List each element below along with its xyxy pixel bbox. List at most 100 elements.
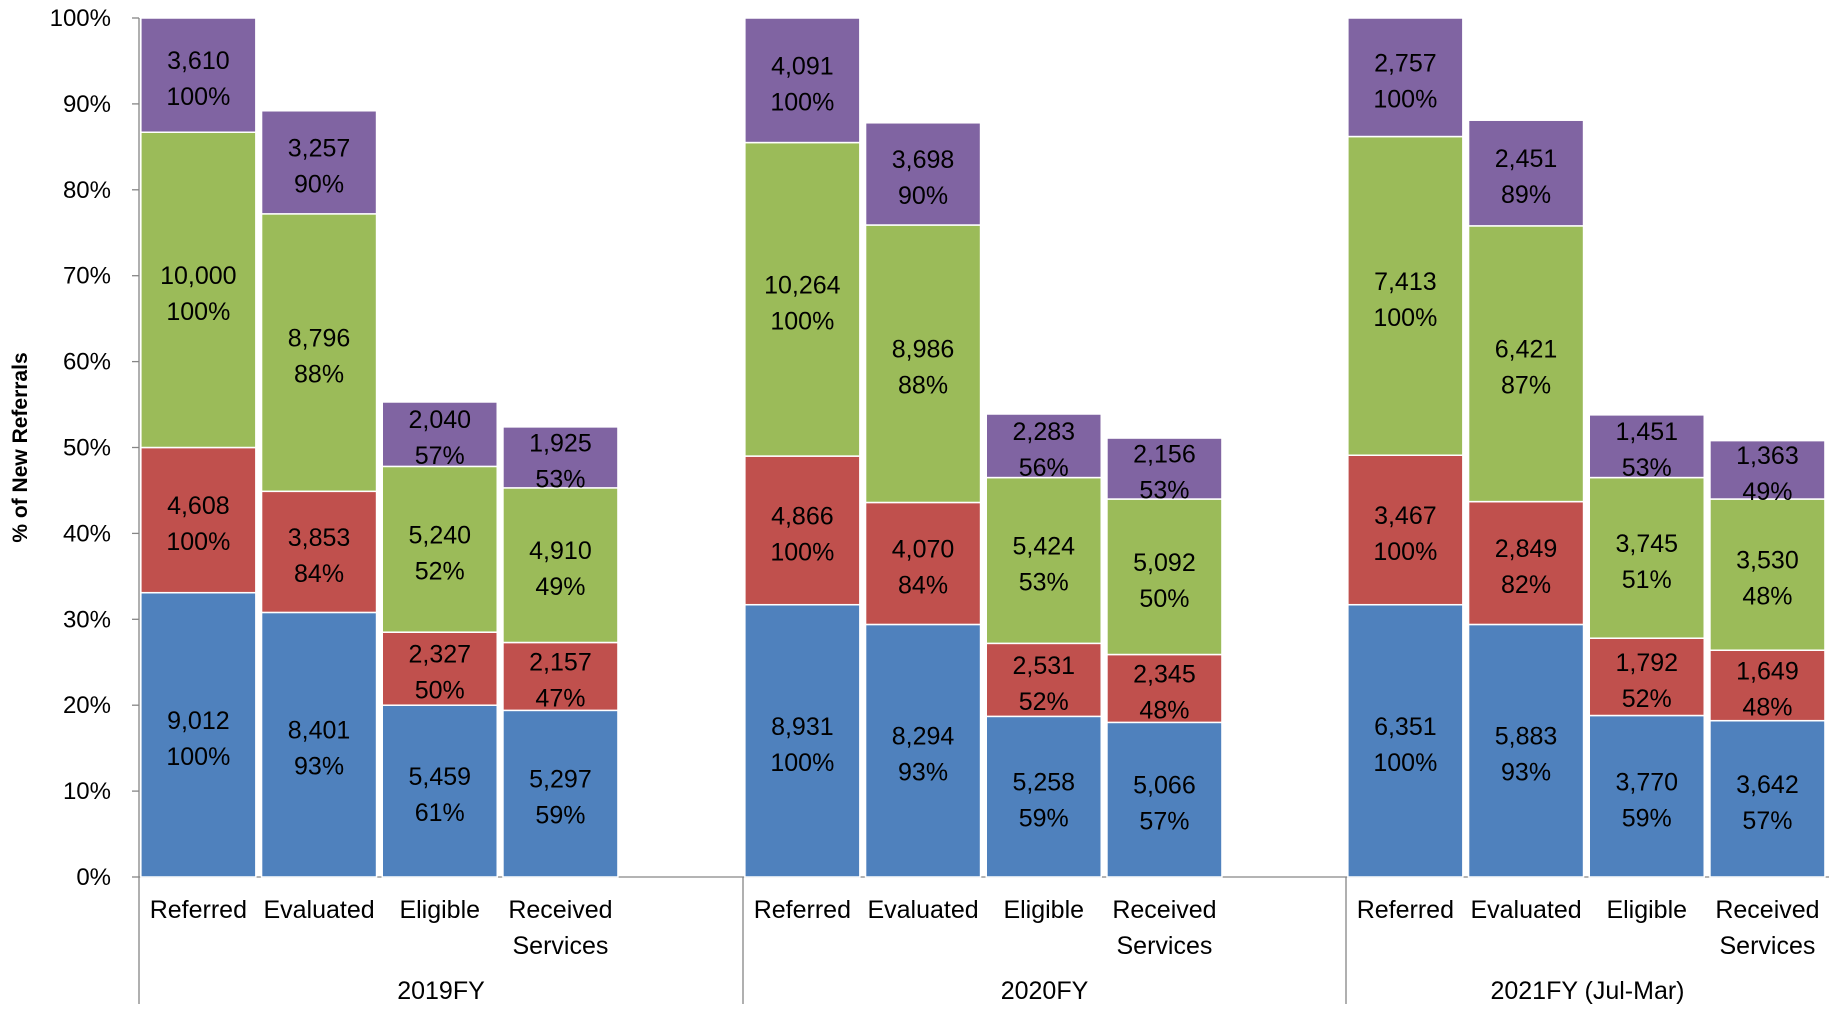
category-label: Evaluated	[1470, 896, 1581, 924]
bar-rate-label: 59%	[1019, 805, 1069, 833]
bar-count-label: 4,070	[892, 535, 955, 563]
bar-rate-label: 100%	[770, 88, 834, 116]
bar-count-label: 5,240	[408, 521, 471, 549]
bar-rate-label: 87%	[1501, 372, 1551, 400]
bar-count-label: 5,258	[1012, 769, 1075, 797]
bar-count-label: 2,327	[408, 641, 471, 669]
bar-count-label: 8,986	[892, 336, 955, 364]
bar-segment	[381, 704, 498, 878]
bar-rate-label: 53%	[1622, 454, 1672, 482]
bar-segment	[744, 455, 861, 606]
bar-rate-label: 52%	[1019, 688, 1069, 716]
bar-segment	[1347, 17, 1464, 138]
bar-segment	[1347, 135, 1464, 456]
bar-segment	[502, 426, 619, 489]
bar-segment	[1588, 714, 1705, 878]
bar-rate-label: 49%	[1742, 478, 1792, 506]
bar-count-label: 2,283	[1012, 418, 1075, 446]
bar-count-label: 4,866	[771, 502, 834, 530]
bar-count-label: 3,530	[1736, 547, 1799, 575]
bar-segment	[864, 122, 982, 226]
bar-rate-label: 90%	[898, 182, 948, 210]
bar-count-label: 2,040	[408, 406, 471, 434]
bar-count-label: 1,363	[1736, 442, 1799, 470]
bar-rate-label: 93%	[898, 759, 948, 787]
bar-segment	[1588, 476, 1705, 639]
bar-rate-label: 50%	[1139, 585, 1189, 613]
bar-count-label: 6,351	[1374, 713, 1437, 741]
bar-rate-label: 100%	[1373, 304, 1437, 332]
bar-rate-label: 52%	[415, 557, 465, 585]
bar-count-label: 10,000	[160, 262, 236, 290]
y-tick-label: 10%	[63, 778, 111, 805]
bar-rate-label: 100%	[166, 83, 230, 111]
bar-count-label: 4,091	[771, 52, 834, 80]
y-tick-label: 70%	[63, 263, 111, 290]
bar-count-label: 1,649	[1736, 657, 1799, 685]
bar-segment	[140, 446, 257, 594]
bar-rate-label: 53%	[1019, 568, 1069, 596]
bar-count-label: 3,770	[1615, 768, 1678, 796]
group-label: 2021FY (Jul-Mar)	[1490, 977, 1684, 1004]
bar-rate-label: 100%	[166, 298, 230, 326]
bar-segment	[1467, 500, 1585, 626]
category-label: Received	[1715, 896, 1819, 924]
group-label: 2019FY	[397, 977, 485, 1004]
bar-count-label: 9,012	[167, 707, 230, 735]
bar-count-label: 2,156	[1133, 441, 1196, 469]
bar-count-label: 2,849	[1495, 535, 1558, 563]
bar-count-label: 3,257	[288, 134, 351, 162]
bar-rate-label: 48%	[1742, 693, 1792, 721]
category-label: Services	[513, 932, 609, 960]
bar-count-label: 5,297	[529, 766, 592, 794]
bar-count-label: 3,467	[1374, 502, 1437, 530]
category-label: Received	[1112, 896, 1216, 924]
bar-rate-label: 93%	[1501, 759, 1551, 787]
bar-segment	[1709, 649, 1826, 722]
bar-segment	[1467, 225, 1585, 503]
bar-count-label: 2,757	[1374, 49, 1437, 77]
bar-count-label: 4,910	[529, 537, 592, 565]
y-axis-title: % of New Referrals	[9, 352, 32, 542]
bar-count-label: 5,883	[1495, 723, 1558, 751]
bar-rate-label: 50%	[415, 677, 465, 705]
bar-rate-label: 82%	[1501, 571, 1551, 599]
y-tick-label: 80%	[63, 177, 111, 204]
bar-rate-label: 84%	[294, 560, 344, 588]
bar-rate-label: 57%	[1139, 808, 1189, 836]
bar-segment	[985, 476, 1102, 645]
bar-rate-label: 100%	[1373, 749, 1437, 777]
bar-rate-label: 88%	[898, 372, 948, 400]
bar-rate-label: 47%	[535, 684, 585, 712]
bar-segment	[502, 641, 619, 712]
bar-rate-label: 84%	[898, 571, 948, 599]
bar-segment	[1106, 721, 1223, 878]
bar-segment	[381, 631, 498, 706]
y-tick-label: 40%	[63, 520, 111, 547]
bar-rate-label: 53%	[535, 465, 585, 493]
bar-count-label: 7,413	[1374, 268, 1437, 296]
category-label: Evaluated	[263, 896, 374, 924]
category-label: Services	[1720, 932, 1816, 960]
bar-rate-label: 59%	[1622, 804, 1672, 832]
y-tick-label: 90%	[63, 91, 111, 118]
bar-rate-label: 100%	[166, 528, 230, 556]
bar-segment	[864, 501, 982, 626]
bar-count-label: 4,608	[167, 492, 230, 520]
bar-segment	[1467, 119, 1585, 227]
bar-count-label: 1,925	[529, 429, 592, 457]
bar-rate-label: 48%	[1742, 583, 1792, 611]
group-label: 2020FY	[1001, 977, 1089, 1004]
bar-segment	[1106, 498, 1223, 656]
bar-count-label: 2,157	[529, 648, 592, 676]
bar-segment	[1588, 414, 1705, 479]
bar-rate-label: 100%	[770, 749, 834, 777]
bar-segment	[1709, 719, 1826, 878]
bar-segment	[864, 623, 982, 878]
bar-segment	[1467, 623, 1585, 878]
y-tick-label: 30%	[63, 606, 111, 633]
bar-segment	[260, 213, 378, 493]
bar-rate-label: 89%	[1501, 181, 1551, 209]
